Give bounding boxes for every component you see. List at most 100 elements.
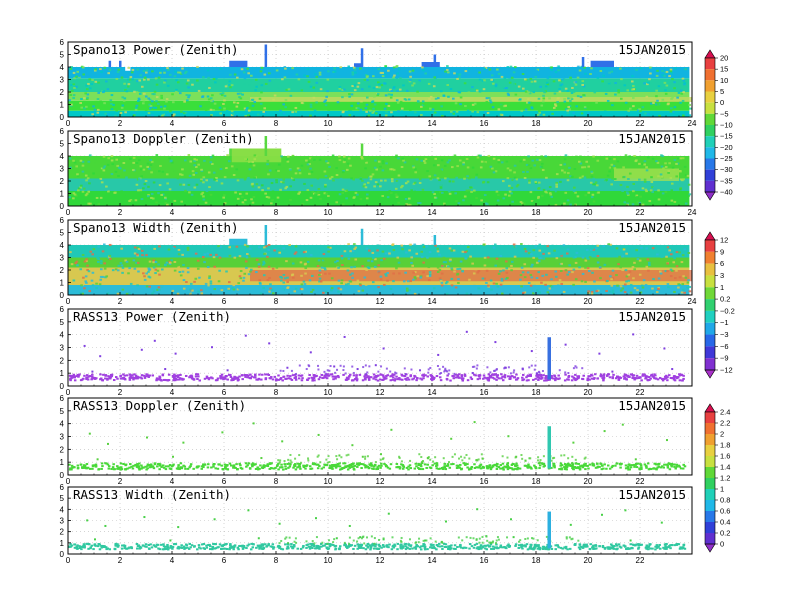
- heatmap-cell: [263, 73, 267, 76]
- heatmap-cell: [143, 76, 147, 79]
- heatmap-cell: [464, 84, 468, 87]
- heatmap-cell: [179, 274, 183, 277]
- heatmap-cell: [95, 282, 98, 285]
- rass-cell: [232, 465, 235, 468]
- rass-cell: [554, 379, 557, 382]
- heatmap-cell: [474, 268, 478, 271]
- rass-cell: [478, 464, 482, 467]
- heatmap-cell: [412, 166, 416, 169]
- heatmap-cell: [551, 112, 554, 115]
- heatmap-cell: [400, 107, 404, 110]
- heatmap-cell: [442, 94, 446, 97]
- rass-cell: [250, 463, 254, 466]
- rass-cell: [249, 373, 252, 376]
- heatmap-cell: [427, 279, 431, 282]
- heatmap-cell: [593, 91, 597, 94]
- heatmap-cell: [404, 271, 407, 274]
- rass-cell: [527, 465, 530, 468]
- heatmap-cell: [656, 69, 659, 72]
- heatmap-cell: [534, 75, 538, 78]
- rass-cell: [407, 465, 410, 468]
- heatmap-cell: [439, 184, 443, 187]
- rass-cell: [179, 466, 183, 469]
- rass-cell: [282, 468, 285, 471]
- rass-cell: [501, 375, 504, 378]
- heatmap-cell: [579, 95, 583, 98]
- heatmap-cell: [496, 68, 499, 71]
- heatmap-cell: [262, 262, 266, 265]
- heatmap-cell: [337, 287, 341, 290]
- heatmap-cell: [595, 101, 598, 104]
- rass-cell: [151, 374, 155, 377]
- heatmap-cell: [166, 84, 170, 87]
- heatmap-cell: [103, 165, 106, 168]
- heatmap-cell: [418, 79, 421, 82]
- heatmap-cell: [457, 278, 460, 281]
- heatmap-cell: [566, 273, 570, 276]
- rass-cell: [666, 464, 669, 467]
- heatmap-cell: [539, 257, 543, 260]
- heatmap-cell: [312, 86, 316, 89]
- heatmap-spike: [264, 44, 268, 67]
- rass-cell: [567, 372, 570, 375]
- heatmap-cell: [160, 96, 164, 99]
- heatmap-cell: [408, 70, 412, 73]
- heatmap-cell: [492, 282, 496, 285]
- heatmap-cell: [447, 190, 451, 193]
- rass-cell: [142, 374, 146, 377]
- heatmap-cell: [567, 270, 571, 273]
- heatmap-cell: [303, 283, 307, 286]
- heatmap-cell: [371, 100, 375, 103]
- heatmap-cell: [485, 281, 488, 284]
- heatmap-cell: [193, 186, 197, 189]
- rass-cell: [439, 379, 443, 382]
- heatmap-cell: [397, 201, 400, 204]
- heatmap-cell: [413, 181, 417, 184]
- heatmap-cell: [88, 182, 91, 185]
- heatmap-cell: [328, 272, 331, 275]
- rass-cell: [442, 466, 445, 469]
- heatmap-cell: [443, 164, 447, 167]
- rass-cell: [463, 373, 467, 376]
- heatmap-cell: [208, 277, 211, 280]
- heatmap-cell: [215, 163, 218, 166]
- heatmap-cell: [291, 155, 295, 158]
- heatmap-cell: [138, 179, 141, 182]
- heatmap-cell: [673, 159, 677, 162]
- heatmap-cell: [277, 168, 280, 171]
- rass-cell: [521, 368, 524, 371]
- rass-cell: [232, 464, 236, 467]
- rass-cell: [173, 373, 176, 376]
- heatmap-cell: [88, 78, 92, 81]
- rass-cell: [99, 373, 102, 376]
- heatmap-cell: [601, 80, 604, 83]
- heatmap-cell: [592, 155, 595, 158]
- y-tick-label: 0: [60, 113, 65, 122]
- heatmap-cell: [320, 266, 324, 269]
- heatmap-cell: [678, 251, 681, 254]
- heatmap-cell: [541, 182, 545, 185]
- heatmap-cell: [185, 94, 189, 97]
- rass-cell: [302, 466, 306, 469]
- heatmap-cell: [226, 275, 229, 278]
- heatmap-cell: [179, 173, 182, 176]
- heatmap-cell: [538, 159, 542, 162]
- heatmap-cell: [70, 263, 74, 266]
- heatmap-cell: [327, 108, 331, 111]
- heatmap-cell: [335, 174, 339, 177]
- x-tick-label: 2: [118, 297, 123, 306]
- heatmap-cell: [398, 272, 401, 275]
- x-tick-label: 22: [636, 477, 645, 486]
- heatmap-cell: [243, 199, 247, 202]
- rass-cell: [342, 365, 345, 368]
- heatmap-cell: [656, 161, 660, 164]
- rass-cell: [214, 547, 218, 550]
- rass-cell: [69, 543, 72, 546]
- rass-cell: [615, 375, 619, 378]
- heatmap-cell: [263, 246, 266, 249]
- heatmap-cell: [99, 278, 103, 281]
- heatmap-cell: [567, 172, 570, 175]
- heatmap-cell: [656, 99, 659, 102]
- heatmap-cell: [509, 111, 513, 114]
- rass-cell: [438, 368, 441, 371]
